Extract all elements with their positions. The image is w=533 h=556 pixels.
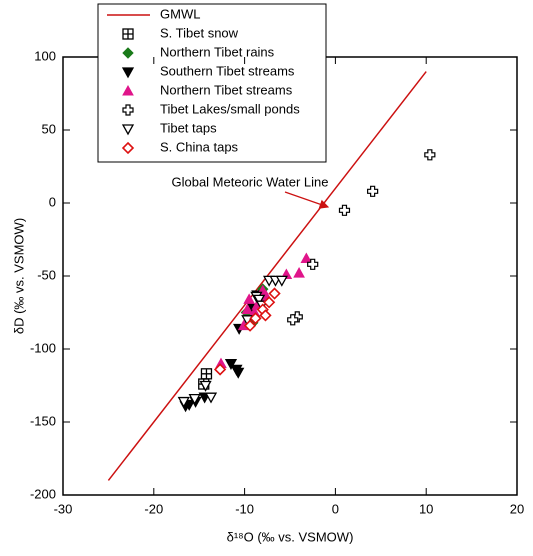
marker-triangle xyxy=(253,294,266,306)
legend-label: GMWL xyxy=(160,6,200,21)
data-point xyxy=(243,319,257,332)
marker-plus xyxy=(338,204,351,216)
data-point xyxy=(262,296,276,309)
data-point xyxy=(293,267,305,278)
legend-label: S. Tibet snow xyxy=(160,25,239,40)
data-point xyxy=(183,399,196,411)
marker-diamond xyxy=(213,363,227,376)
marker-cross xyxy=(201,368,212,379)
legend-swatch xyxy=(121,141,135,155)
marker-triangle xyxy=(121,67,135,79)
data-point xyxy=(188,393,201,405)
data-point xyxy=(249,312,262,325)
data-point xyxy=(338,204,351,216)
data-point xyxy=(287,314,299,326)
legend-swatch xyxy=(121,124,135,136)
y-tick-label: 0 xyxy=(49,194,56,209)
legend-label: Northern Tibet rains xyxy=(160,44,275,59)
marker-plus xyxy=(287,314,299,326)
marker-triangle xyxy=(275,275,288,287)
legend-label: Southern Tibet streams xyxy=(160,63,295,78)
marker-diamond xyxy=(121,141,135,155)
annotation: Global Meteoric Water Line xyxy=(171,174,328,189)
legend-swatch xyxy=(122,47,134,59)
data-point xyxy=(259,309,272,322)
legend-swatch xyxy=(121,67,135,79)
y-tick-label: -100 xyxy=(30,340,56,355)
marker-triangle xyxy=(300,252,313,263)
marker-diamond xyxy=(243,319,257,332)
marker-diamond xyxy=(262,296,276,309)
data-point xyxy=(177,396,190,408)
legend-swatch xyxy=(122,28,134,40)
marker-triangle xyxy=(183,399,196,411)
marker-triangle xyxy=(243,293,255,304)
legend-label: Tibet Lakes/small ponds xyxy=(160,101,300,116)
marker-diamond xyxy=(268,287,281,300)
legend-label: Tibet taps xyxy=(160,120,217,135)
legend-label: S. China taps xyxy=(160,139,239,154)
legend-box xyxy=(97,3,327,163)
legend-swatch xyxy=(122,84,134,96)
marker-diamond xyxy=(249,312,262,325)
y-tick-label: 100 xyxy=(34,48,56,63)
marker-triangle xyxy=(188,393,201,405)
data-point xyxy=(253,294,266,306)
legend-label: Northern Tibet streams xyxy=(160,82,293,97)
x-tick-label: -30 xyxy=(54,501,73,516)
data-point xyxy=(268,287,281,300)
data-point xyxy=(424,149,436,161)
marker-triangle xyxy=(199,380,212,392)
data-point xyxy=(213,363,227,376)
marker-triangle xyxy=(121,124,135,136)
x-tick-label: 10 xyxy=(419,501,433,516)
y-tick-label: -200 xyxy=(30,486,56,501)
marker-plus xyxy=(307,258,319,270)
data-point xyxy=(241,303,254,315)
marker-triangle xyxy=(232,367,245,379)
data-point xyxy=(300,252,313,263)
x-tick-label: -20 xyxy=(144,501,163,516)
y-tick-label: -150 xyxy=(30,413,56,428)
marker-cross xyxy=(123,29,133,39)
x-tick-label: 20 xyxy=(510,501,524,516)
marker-triangle xyxy=(122,84,134,96)
data-point xyxy=(204,392,218,404)
data-point xyxy=(224,358,238,370)
marker-triangle xyxy=(224,358,238,370)
data-point xyxy=(200,368,213,380)
marker-plus xyxy=(424,149,436,161)
marker-triangle xyxy=(177,396,190,408)
marker-triangle xyxy=(293,267,305,278)
legend-swatch xyxy=(122,104,134,116)
marker-diamond xyxy=(259,309,272,322)
marker-diamond xyxy=(122,47,134,59)
marker-triangle xyxy=(204,392,218,404)
marker-triangle xyxy=(241,303,254,315)
data-point xyxy=(232,367,245,379)
x-axis-label: δ¹⁸O (‰ vs. VSMOW) xyxy=(227,529,354,544)
y-axis-label: δD (‰ vs. VSMOW) xyxy=(11,218,26,334)
data-point xyxy=(275,275,288,287)
x-tick-label: -10 xyxy=(235,501,254,516)
y-tick-label: -50 xyxy=(37,267,56,282)
annotation-arrow xyxy=(284,191,330,209)
data-point xyxy=(307,258,319,270)
data-point xyxy=(243,293,255,304)
marker-plus xyxy=(122,104,134,116)
data-point xyxy=(367,185,379,197)
x-tick-label: 0 xyxy=(332,501,339,516)
marker-plus xyxy=(367,185,379,197)
y-tick-label: 50 xyxy=(42,121,56,136)
data-point xyxy=(199,380,212,392)
